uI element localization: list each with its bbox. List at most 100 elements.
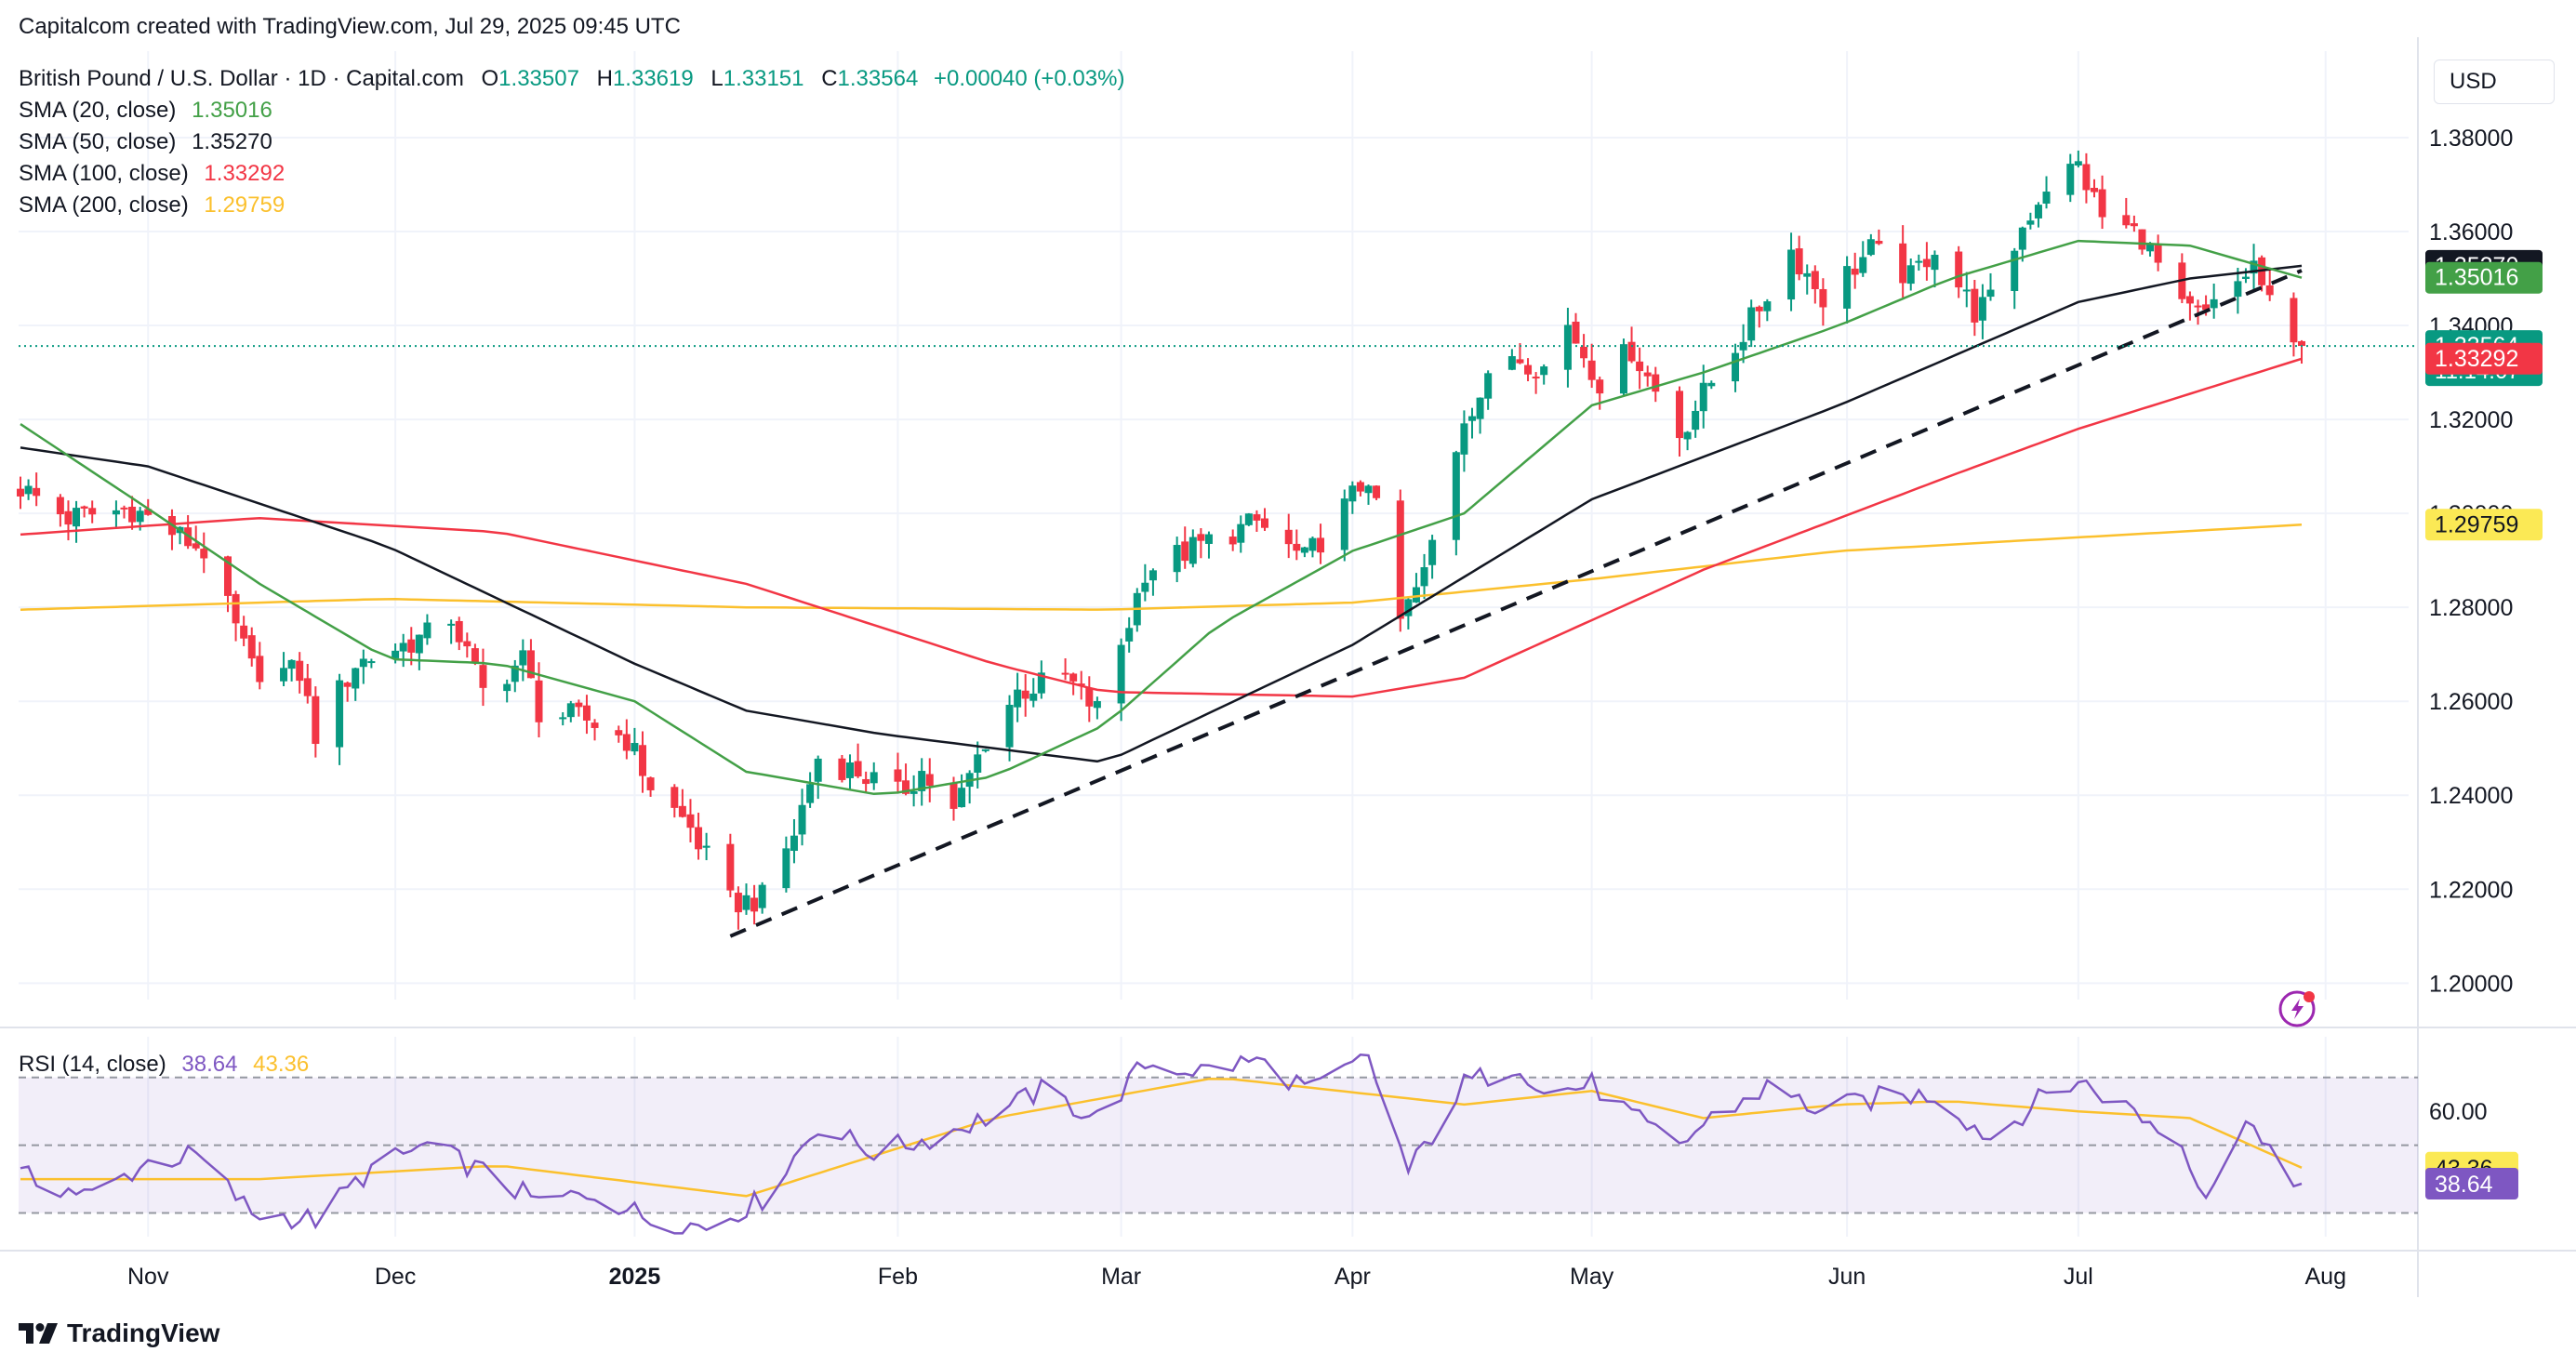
time-tick-label: Jun bbox=[1828, 1264, 1866, 1290]
candle-body bbox=[2290, 298, 2298, 343]
candle-body bbox=[1412, 587, 1420, 603]
candle-body bbox=[415, 634, 423, 654]
candle-body bbox=[1261, 518, 1268, 528]
candle-body bbox=[2011, 250, 2019, 292]
candle-body bbox=[447, 623, 456, 626]
candle-body bbox=[1005, 704, 1014, 748]
sma100-legend[interactable]: SMA (100, close) 1.33292 bbox=[19, 160, 285, 188]
rsi-legend[interactable]: RSI (14, close) 38.64 43.36 bbox=[19, 1051, 309, 1079]
candle-body bbox=[1317, 537, 1325, 553]
candle-body bbox=[1340, 498, 1348, 550]
rsi-badge-text: 38.64 bbox=[2435, 1172, 2493, 1198]
candle-body bbox=[2234, 281, 2242, 298]
candle-body bbox=[1787, 249, 1796, 300]
candle-body bbox=[1348, 485, 1357, 502]
candle-body bbox=[734, 893, 742, 913]
candle-body bbox=[1811, 271, 1819, 289]
candle-body bbox=[1803, 272, 1812, 277]
price-tick-label: 1.22000 bbox=[2429, 877, 2513, 903]
ohlc-low: 1.33151 bbox=[723, 66, 804, 91]
price-tick-label: 1.36000 bbox=[2429, 219, 2513, 245]
candle-body bbox=[1596, 379, 1604, 394]
candle-body bbox=[2250, 260, 2258, 274]
candle-body bbox=[1037, 672, 1045, 694]
lightning-icon-ring bbox=[2278, 990, 2316, 1027]
candle-body bbox=[1181, 541, 1189, 562]
tradingview-logo-icon bbox=[19, 1323, 58, 1344]
time-tick-label: Jul bbox=[2064, 1264, 2093, 1290]
candle-body bbox=[1683, 431, 1692, 440]
candle-body bbox=[407, 639, 416, 653]
candle-body bbox=[367, 661, 376, 664]
price-tick-label: 1.24000 bbox=[2429, 783, 2513, 809]
candle-body bbox=[503, 683, 511, 692]
candle-body bbox=[1699, 382, 1707, 412]
price-tick-label: 1.28000 bbox=[2429, 595, 2513, 621]
symbol-title: British Pound / U.S. Dollar · 1D · Capit… bbox=[19, 66, 464, 91]
candle-body bbox=[1563, 325, 1572, 370]
time-tick-label: Dec bbox=[375, 1264, 416, 1290]
tradingview-branding[interactable]: TradingView bbox=[19, 1317, 219, 1350]
candle-body bbox=[232, 593, 240, 624]
candle-body bbox=[56, 497, 64, 515]
grid bbox=[19, 51, 2409, 1237]
candle-body bbox=[2074, 161, 2082, 166]
ohlc-low-label: L bbox=[710, 66, 724, 91]
candle-body bbox=[1029, 693, 1038, 701]
candle-body bbox=[1404, 599, 1413, 616]
currency-button[interactable]: USD bbox=[2434, 60, 2555, 104]
candle-body bbox=[702, 845, 710, 848]
candle-body bbox=[1356, 482, 1364, 492]
candle-body bbox=[758, 884, 766, 908]
candle-body bbox=[1173, 545, 1181, 573]
sma20-label: SMA (20, close) bbox=[19, 98, 177, 123]
candle-body bbox=[1237, 523, 1245, 543]
price-badge bbox=[2425, 509, 2543, 541]
candle-body bbox=[1244, 513, 1253, 525]
candle-body bbox=[1978, 297, 1986, 321]
candle-body bbox=[1795, 248, 1803, 275]
candle-body bbox=[671, 787, 679, 808]
candle-body bbox=[1747, 307, 1756, 341]
lightning-icon-dot bbox=[2304, 991, 2315, 1002]
sma50-legend[interactable]: SMA (50, close) 1.35270 bbox=[19, 128, 272, 156]
candles bbox=[17, 150, 2305, 930]
candle-body bbox=[981, 749, 989, 751]
candle-body bbox=[1843, 266, 1852, 309]
candle-body bbox=[798, 804, 806, 835]
candle-body bbox=[902, 780, 910, 794]
candle-body bbox=[247, 635, 256, 659]
sma20-legend[interactable]: SMA (20, close) 1.35016 bbox=[19, 97, 272, 125]
candle-body bbox=[1931, 255, 1939, 271]
candle-body bbox=[24, 485, 33, 495]
candle-body bbox=[17, 488, 24, 497]
candle-body bbox=[519, 650, 527, 666]
candle-body bbox=[1093, 701, 1101, 709]
candle-body bbox=[392, 650, 400, 658]
candle-body bbox=[925, 774, 934, 786]
time-tick-label: Nov bbox=[127, 1264, 169, 1290]
candle-body bbox=[949, 782, 958, 809]
candle-body bbox=[73, 508, 81, 527]
candle-body bbox=[814, 758, 822, 782]
candle-body bbox=[726, 843, 735, 891]
candle-body bbox=[511, 665, 519, 682]
candle-body bbox=[535, 680, 543, 722]
price-tick-label: 1.20000 bbox=[2429, 971, 2513, 997]
attribution-text: Capitalcom created with TradingView.com,… bbox=[19, 14, 681, 39]
price-tick-label: 1.32000 bbox=[2429, 407, 2513, 433]
candle-body bbox=[1125, 628, 1134, 642]
candle-body bbox=[1899, 243, 1907, 284]
candle-body bbox=[1452, 452, 1460, 540]
candle-body bbox=[224, 556, 232, 596]
ohlc-change: +0.00040 (+0.03%) bbox=[933, 66, 1125, 91]
candle-body bbox=[790, 835, 798, 852]
candle-body bbox=[742, 895, 750, 910]
candle-body bbox=[352, 668, 360, 689]
candle-body bbox=[846, 762, 854, 778]
price-badge bbox=[2425, 342, 2543, 375]
candle-body bbox=[2210, 298, 2218, 309]
sma100-value: 1.33292 bbox=[204, 161, 285, 186]
sma200-legend[interactable]: SMA (200, close) 1.29759 bbox=[19, 192, 285, 219]
